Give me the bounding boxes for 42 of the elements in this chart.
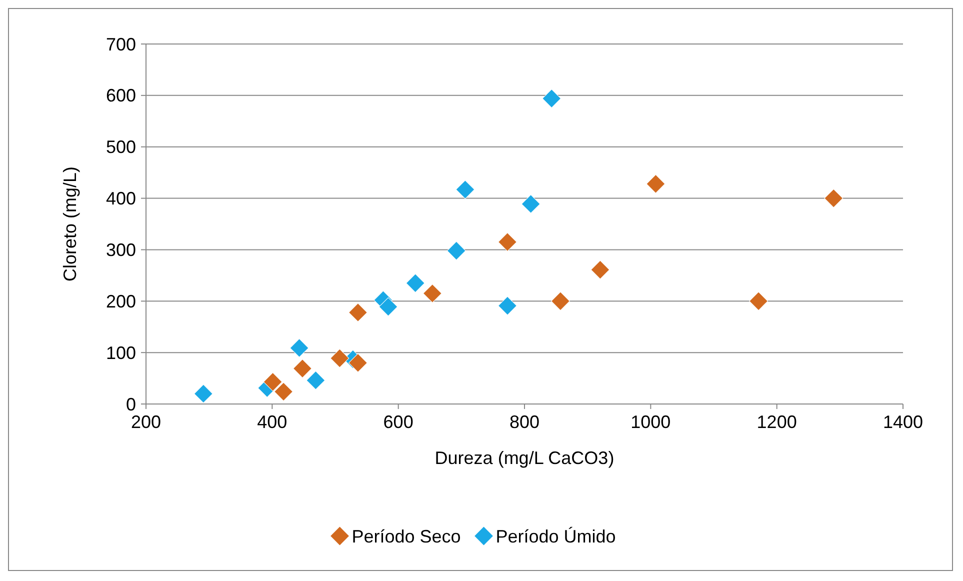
point bbox=[749, 292, 768, 311]
y-tick-label: 200 bbox=[106, 291, 136, 312]
x-axis-title: Dureza (mg/L CaCO3) bbox=[434, 448, 614, 468]
x-tick-label: 200 bbox=[130, 412, 162, 432]
legend-label: Período Seco bbox=[352, 526, 461, 546]
point bbox=[290, 338, 309, 358]
y-tick-label: 300 bbox=[106, 240, 136, 260]
y-tick-label: 600 bbox=[106, 86, 136, 106]
y-tick-label: 400 bbox=[106, 188, 136, 209]
point bbox=[590, 260, 610, 280]
point bbox=[378, 297, 398, 316]
point bbox=[274, 382, 293, 402]
x-tick-label: 1400 bbox=[882, 412, 924, 432]
x-tick-label: 1200 bbox=[756, 412, 797, 432]
x-tick-label: 1000 bbox=[630, 412, 671, 432]
point bbox=[348, 303, 368, 322]
point bbox=[456, 180, 475, 199]
point bbox=[521, 194, 540, 214]
point bbox=[348, 353, 368, 372]
y-tick-label: 0 bbox=[126, 394, 136, 414]
point bbox=[406, 274, 425, 293]
point bbox=[646, 174, 666, 194]
point bbox=[498, 296, 517, 316]
point bbox=[446, 241, 466, 260]
legend-label: Período Úmido bbox=[496, 526, 616, 546]
point bbox=[293, 359, 312, 378]
point bbox=[498, 232, 517, 252]
y-tick-label: 700 bbox=[106, 34, 136, 54]
point bbox=[194, 384, 213, 404]
y-tick-label: 100 bbox=[106, 342, 136, 363]
point bbox=[542, 89, 562, 108]
point bbox=[551, 292, 570, 311]
y-tick-label: 500 bbox=[106, 137, 136, 158]
point bbox=[330, 348, 350, 368]
point bbox=[422, 284, 442, 303]
x-tick-label: 600 bbox=[383, 412, 414, 432]
point bbox=[263, 372, 282, 392]
point bbox=[824, 188, 844, 208]
y-axis-title: Cloreto (mg/L) bbox=[60, 166, 80, 282]
x-tick-label: 400 bbox=[257, 412, 288, 432]
x-tick-label: 800 bbox=[509, 412, 540, 432]
point bbox=[306, 370, 326, 390]
